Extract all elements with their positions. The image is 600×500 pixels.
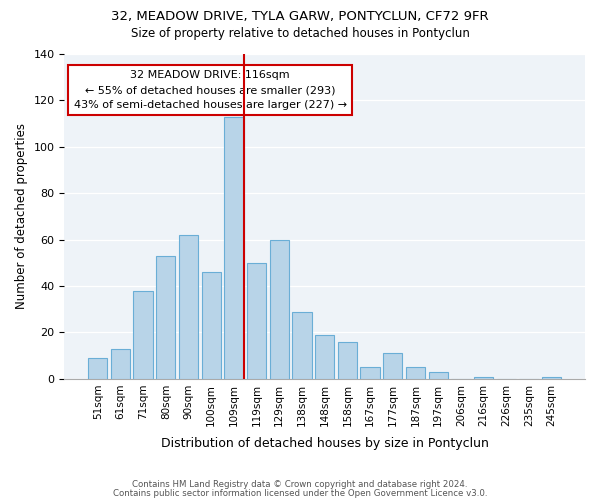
Y-axis label: Number of detached properties: Number of detached properties: [15, 124, 28, 310]
Bar: [406, 368, 425, 379]
Bar: [474, 376, 493, 379]
Bar: [383, 354, 403, 379]
Bar: [156, 256, 175, 379]
Bar: [361, 368, 380, 379]
Text: Contains public sector information licensed under the Open Government Licence v3: Contains public sector information licen…: [113, 489, 487, 498]
Bar: [338, 342, 357, 379]
Text: 32, MEADOW DRIVE, TYLA GARW, PONTYCLUN, CF72 9FR: 32, MEADOW DRIVE, TYLA GARW, PONTYCLUN, …: [111, 10, 489, 23]
Text: Size of property relative to detached houses in Pontyclun: Size of property relative to detached ho…: [131, 28, 469, 40]
X-axis label: Distribution of detached houses by size in Pontyclun: Distribution of detached houses by size …: [161, 437, 488, 450]
Bar: [269, 240, 289, 379]
Bar: [133, 290, 153, 379]
Bar: [292, 312, 311, 379]
Bar: [247, 263, 266, 379]
Bar: [111, 348, 130, 379]
Bar: [202, 272, 221, 379]
Bar: [542, 376, 562, 379]
Bar: [179, 235, 198, 379]
Bar: [224, 116, 244, 379]
Bar: [88, 358, 107, 379]
Bar: [315, 335, 334, 379]
Text: Contains HM Land Registry data © Crown copyright and database right 2024.: Contains HM Land Registry data © Crown c…: [132, 480, 468, 489]
Bar: [428, 372, 448, 379]
Text: 32 MEADOW DRIVE: 116sqm
← 55% of detached houses are smaller (293)
43% of semi-d: 32 MEADOW DRIVE: 116sqm ← 55% of detache…: [74, 70, 347, 110]
